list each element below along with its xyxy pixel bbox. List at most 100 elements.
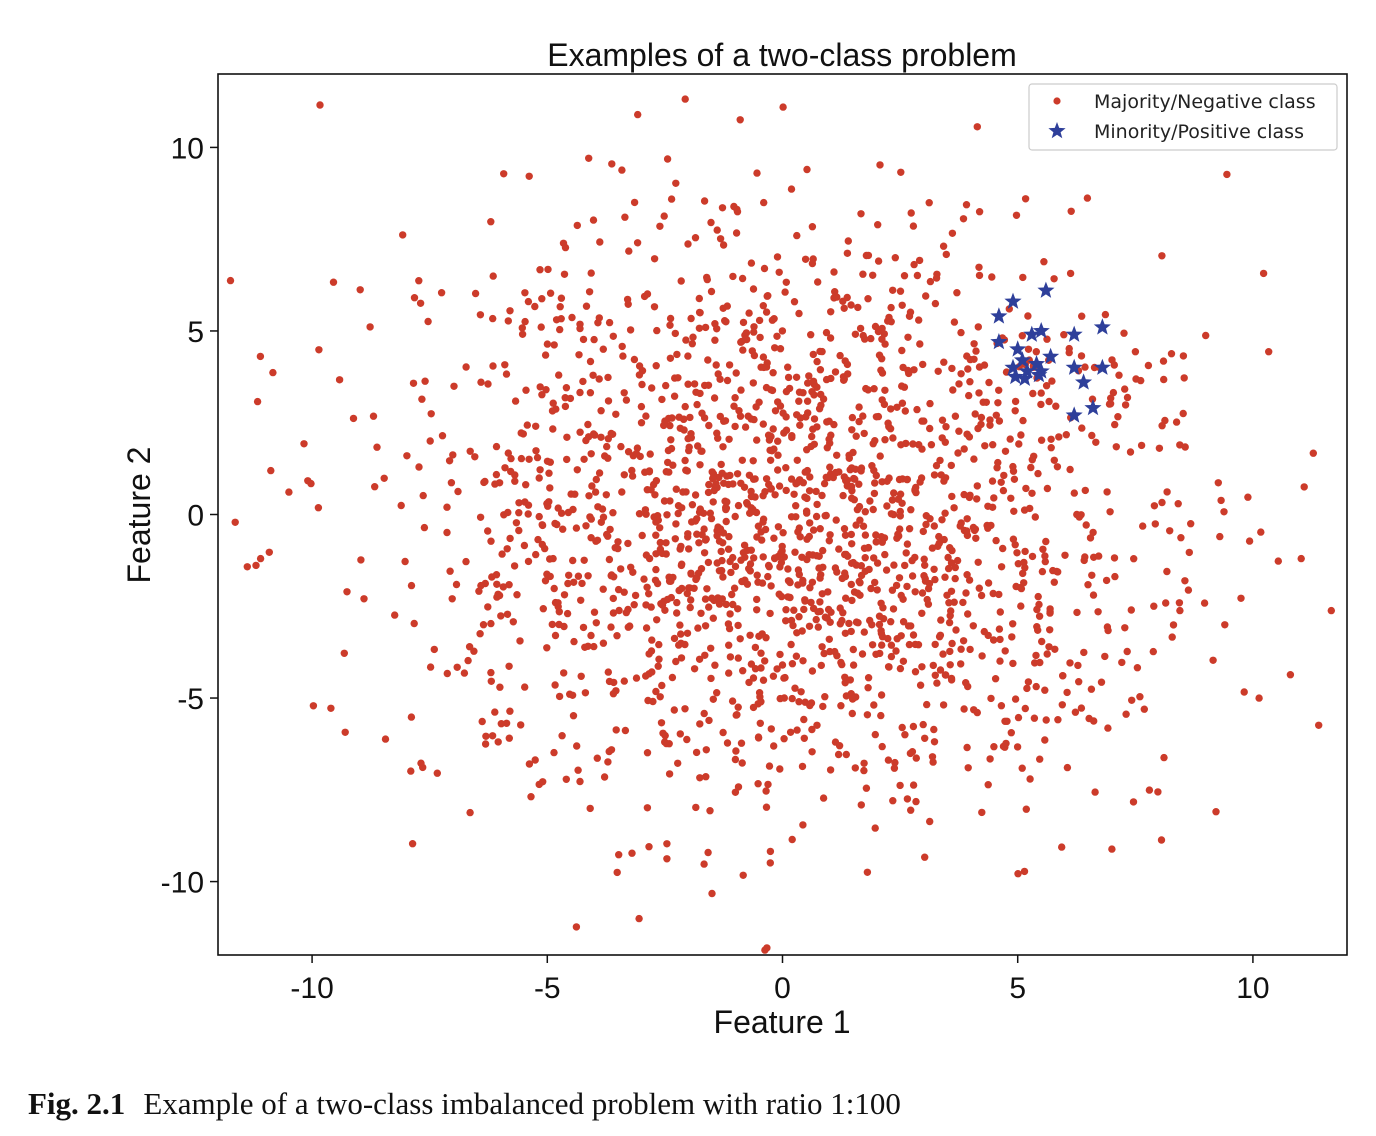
majority-point (849, 448, 857, 457)
majority-point (813, 500, 821, 509)
majority-point (980, 627, 988, 636)
majority-point (798, 627, 806, 635)
majority-point (994, 399, 1002, 407)
majority-point (726, 471, 734, 480)
majority-point (1071, 708, 1080, 716)
majority-point (541, 544, 549, 553)
majority-point (759, 420, 767, 428)
majority-point (874, 257, 883, 265)
majority-point (643, 290, 652, 298)
majority-point (681, 640, 689, 649)
majority-point (734, 783, 743, 791)
majority-point (658, 681, 666, 690)
majority-point (1101, 652, 1109, 661)
majority-point (688, 518, 696, 526)
majority-point (857, 562, 865, 570)
majority-point (692, 748, 701, 757)
majority-point (1032, 682, 1040, 691)
majority-point (739, 871, 747, 879)
majority-point (1137, 441, 1146, 450)
majority-point (705, 603, 713, 611)
majority-point (1051, 645, 1059, 653)
majority-point (611, 544, 619, 552)
majority-point (673, 609, 681, 617)
majority-point (771, 491, 779, 499)
majority-point (843, 482, 851, 490)
majority-point (864, 674, 873, 682)
majority-point (808, 432, 816, 441)
majority-point (1104, 626, 1112, 635)
majority-point (1274, 557, 1283, 565)
majority-point (443, 528, 451, 537)
majority-point (666, 321, 674, 329)
majority-point (997, 478, 1005, 486)
majority-point (576, 777, 584, 786)
majority-point (1240, 688, 1248, 696)
majority-point (1130, 555, 1138, 563)
majority-point (243, 563, 251, 571)
majority-point (725, 361, 734, 369)
majority-point (1022, 484, 1030, 493)
majority-point (1021, 195, 1030, 203)
majority-point (835, 742, 844, 750)
majority-point (774, 451, 782, 459)
majority-point (871, 578, 879, 587)
majority-point (653, 326, 661, 335)
majority-point (684, 352, 692, 360)
majority-point (1175, 599, 1184, 607)
minority-point (990, 333, 1008, 350)
majority-point (769, 672, 778, 680)
majority-point (754, 733, 763, 741)
majority-point (907, 209, 915, 217)
majority-point (862, 784, 871, 792)
majority-point (267, 466, 275, 475)
majority-point (701, 651, 709, 659)
majority-point (710, 486, 718, 495)
majority-point (548, 407, 557, 415)
majority-point (890, 561, 898, 569)
majority-point (1019, 569, 1027, 578)
majority-point (765, 762, 774, 770)
minority-point (1093, 358, 1111, 375)
majority-point (507, 454, 515, 463)
majority-point (721, 317, 729, 325)
majority-point (816, 598, 824, 606)
majority-point (371, 483, 379, 491)
majority-point (975, 363, 984, 371)
majority-point (796, 533, 804, 541)
majority-point (609, 509, 617, 517)
majority-point (808, 748, 816, 756)
majority-point (719, 573, 727, 581)
majority-point (502, 719, 511, 727)
majority-point (397, 501, 405, 510)
majority-point (982, 398, 990, 406)
majority-point (826, 439, 834, 447)
majority-point (948, 364, 956, 373)
majority-point (921, 561, 929, 569)
majority-point (864, 251, 873, 260)
majority-point (707, 644, 715, 652)
majority-point (941, 573, 949, 581)
majority-point (919, 360, 927, 369)
majority-point (777, 549, 785, 557)
majority-point (959, 598, 967, 607)
majority-point (1090, 717, 1098, 725)
majority-point (460, 669, 469, 677)
majority-point (779, 529, 787, 537)
majority-point (868, 462, 876, 470)
majority-point (1009, 620, 1017, 628)
majority-point (885, 474, 893, 482)
majority-point (771, 554, 779, 562)
majority-point (740, 483, 749, 491)
majority-point (507, 467, 515, 476)
majority-point (889, 797, 897, 805)
majority-point (897, 591, 905, 600)
majority-point (947, 461, 955, 470)
majority-point (551, 519, 559, 528)
caption-label: Fig. 2.1 (28, 1086, 126, 1121)
majority-point (785, 577, 794, 586)
majority-point (1216, 532, 1224, 541)
majority-point (690, 584, 698, 592)
majority-point (764, 292, 772, 300)
